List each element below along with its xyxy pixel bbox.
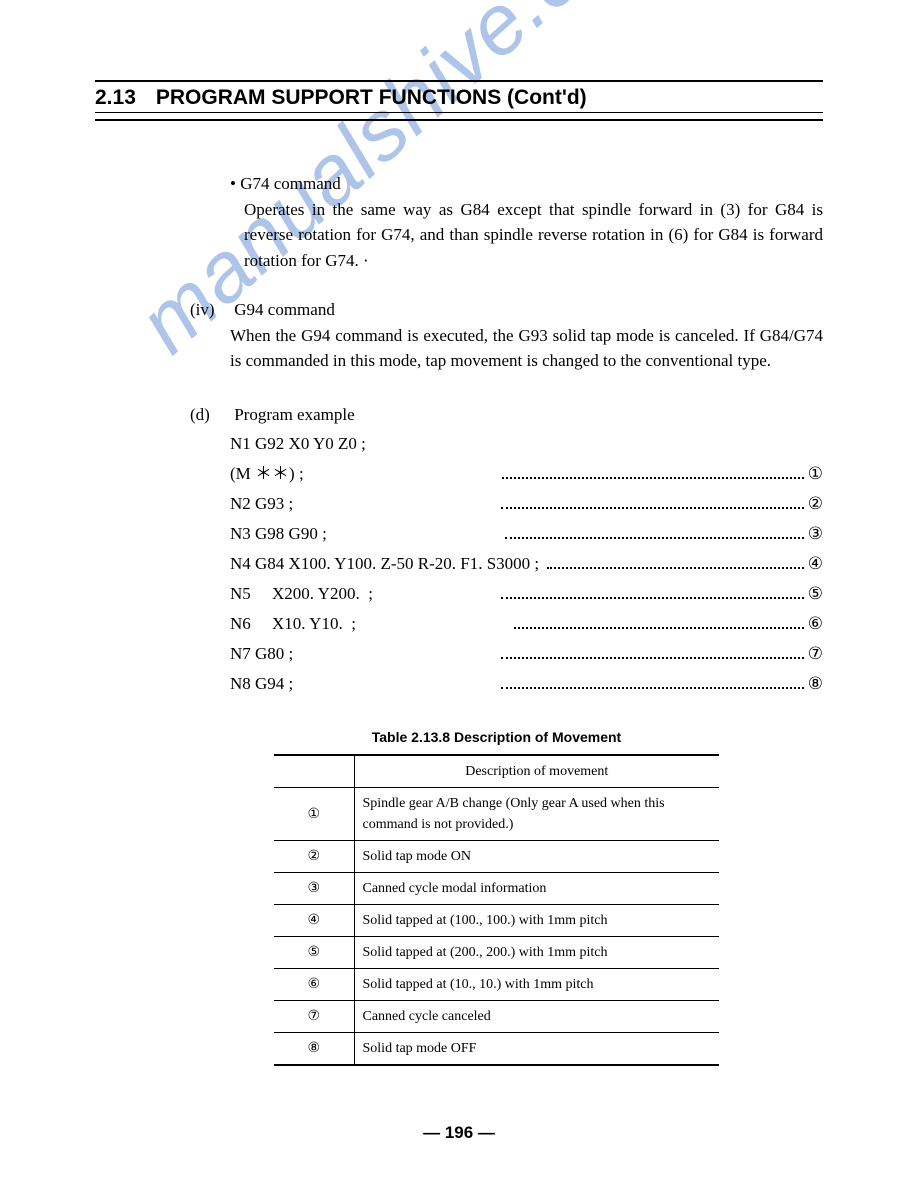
leader-dots (501, 507, 803, 509)
item-iv-block: (iv) G94 command When the G94 command is… (190, 297, 823, 374)
g74-command-block: • G74 command Operates in the same way a… (230, 171, 823, 273)
table-row-num: ② (274, 841, 354, 873)
program-lines: N1 G92 X0 Y0 Z0 ; (M ＊＊) ; ① N2 G93 ; ② … (190, 431, 823, 697)
leader-dots (505, 537, 804, 539)
ref-circled: ⑦ (808, 641, 823, 667)
item-iv-label: (iv) (190, 297, 230, 323)
section-number: 2.13 (95, 86, 136, 109)
table-row-num: ⑥ (274, 969, 354, 1001)
code-text: N8 G94 ; (230, 671, 293, 697)
table-row-num: ⑧ (274, 1033, 354, 1066)
ref-circled: ⑧ (808, 671, 823, 697)
ref-circled: ⑤ (808, 581, 823, 607)
leader-dots (547, 567, 804, 569)
program-line: N6 X10. Y10. ; ⑥ (230, 611, 823, 637)
section-title: PROGRAM SUPPORT FUNCTIONS (Cont'd) (156, 86, 587, 109)
g74-text: Operates in the same way as G84 except t… (230, 197, 823, 274)
program-line: N2 G93 ; ② (230, 491, 823, 517)
table-row-desc: Solid tapped at (100., 100.) with 1mm pi… (354, 905, 719, 937)
program-line: N1 G92 X0 Y0 Z0 ; (230, 431, 823, 457)
table-row-desc: Spindle gear A/B change (Only gear A use… (354, 788, 719, 841)
program-line: (M ＊＊) ; ① (230, 461, 823, 487)
ref-circled: ② (808, 491, 823, 517)
table-row-num: ⑤ (274, 937, 354, 969)
table-row-desc: Canned cycle canceled (354, 1001, 719, 1033)
ref-circled: ③ (808, 521, 823, 547)
program-line: N4 G84 X100. Y100. Z-50 R-20. F1. S3000 … (230, 551, 823, 577)
leader-dots (514, 627, 804, 629)
code-text: N6 X10. Y10. ; (230, 611, 356, 637)
item-iv-text: When the G94 command is executed, the G9… (190, 323, 823, 374)
leader-dots (501, 597, 804, 599)
table-row-desc: Canned cycle modal information (354, 873, 719, 905)
table-row-desc: Solid tapped at (200., 200.) with 1mm pi… (354, 937, 719, 969)
code-text: N4 G84 X100. Y100. Z-50 R-20. F1. S3000 … (230, 551, 539, 577)
leader-dots (501, 657, 803, 659)
program-line: N3 G98 G90 ; ③ (230, 521, 823, 547)
code-text: N7 G80 ; (230, 641, 293, 667)
g74-title: • G74 command (230, 171, 823, 197)
table-row-desc: Solid tapped at (10., 10.) with 1mm pitc… (354, 969, 719, 1001)
table-header-desc: Description of movement (354, 755, 719, 788)
program-line: N8 G94 ; ⑧ (230, 671, 823, 697)
item-d-block: (d) Program example N1 G92 X0 Y0 Z0 ; (M… (190, 402, 823, 698)
ref-circled: ④ (808, 551, 823, 577)
item-d-title: Program example (234, 405, 354, 424)
table-block: Table 2.13.8 Description of Movement Des… (170, 727, 823, 1066)
table-caption: Table 2.13.8 Description of Movement (170, 727, 823, 748)
program-line: N7 G80 ; ⑦ (230, 641, 823, 667)
code-text: (M ＊＊) ; (230, 461, 304, 487)
table-row-desc: Solid tap mode OFF (354, 1033, 719, 1066)
item-iv-title: G94 command (234, 300, 335, 319)
page-number: — 196 — (0, 1123, 918, 1143)
code-text: N1 G92 X0 Y0 Z0 ; (230, 431, 366, 457)
table-row-desc: Solid tap mode ON (354, 841, 719, 873)
code-text: N5 X200. Y200. ; (230, 581, 373, 607)
content-body: • G74 command Operates in the same way a… (95, 171, 823, 1066)
page-header: 2.13 PROGRAM SUPPORT FUNCTIONS (Cont'd) (95, 80, 823, 121)
leader-dots (501, 687, 803, 689)
program-line: N5 X200. Y200. ; ⑤ (230, 581, 823, 607)
table-row-num: ⑦ (274, 1001, 354, 1033)
ref-circled: ① (808, 461, 823, 487)
table-row-num: ③ (274, 873, 354, 905)
movement-table: Description of movement ① Spindle gear A… (274, 754, 719, 1066)
table-row-num: ① (274, 788, 354, 841)
ref-circled: ⑥ (808, 611, 823, 637)
code-text: N3 G98 G90 ; (230, 521, 327, 547)
code-text: N2 G93 ; (230, 491, 293, 517)
table-header-empty (274, 755, 354, 788)
leader-dots (502, 477, 804, 479)
item-d-label: (d) (190, 402, 230, 428)
table-row-num: ④ (274, 905, 354, 937)
